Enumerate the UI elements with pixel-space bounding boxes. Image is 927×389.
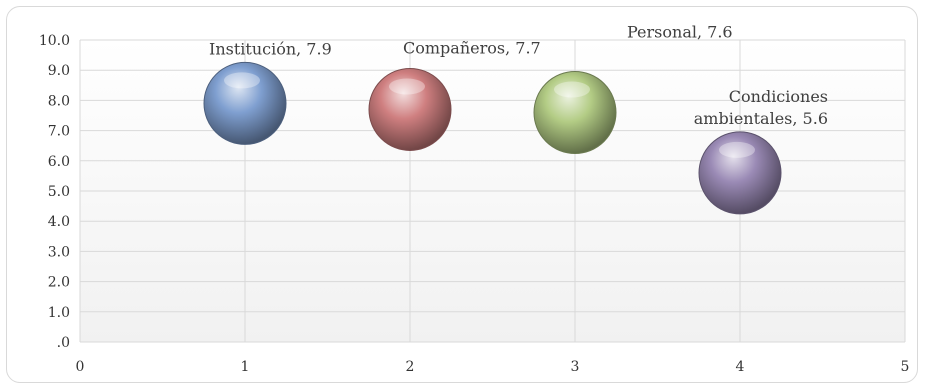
x-tick-label: 4 xyxy=(736,359,745,375)
bubble-highlight xyxy=(554,81,590,98)
x-tick-label: 1 xyxy=(241,359,250,375)
x-tick-label: 5 xyxy=(901,359,910,375)
data-label: Institución, 7.9 xyxy=(209,39,332,58)
y-tick-label: 4.0 xyxy=(48,214,70,230)
y-tick-label: 7.0 xyxy=(48,124,70,140)
y-tick-label: 8.0 xyxy=(48,93,70,109)
x-tick-label: 2 xyxy=(406,359,415,375)
x-tick-label: 0 xyxy=(76,359,85,375)
bubble-point xyxy=(533,70,617,154)
data-label: Compañeros, 7.7 xyxy=(403,38,541,57)
y-tick-label: 2.0 xyxy=(48,275,70,291)
y-tick-label: .0 xyxy=(57,335,70,351)
bubble-highlight xyxy=(389,78,425,95)
y-tick-label: 1.0 xyxy=(48,305,70,321)
bubble-highlight xyxy=(224,72,260,89)
data-label: Personal, 7.6 xyxy=(627,22,733,41)
y-tick-label: 10.0 xyxy=(39,33,70,49)
x-tick-label: 3 xyxy=(571,359,580,375)
bubble-point xyxy=(203,61,287,145)
y-tick-label: 6.0 xyxy=(48,154,70,170)
y-tick-label: 9.0 xyxy=(48,63,70,79)
data-label: Condiciones xyxy=(729,87,828,106)
bubble-point xyxy=(698,131,782,215)
data-label: ambientales, 5.6 xyxy=(694,109,828,128)
y-tick-label: 5.0 xyxy=(48,184,70,200)
y-tick-label: 3.0 xyxy=(48,244,70,260)
bubble-point xyxy=(368,67,452,151)
bubble-highlight xyxy=(719,141,755,158)
